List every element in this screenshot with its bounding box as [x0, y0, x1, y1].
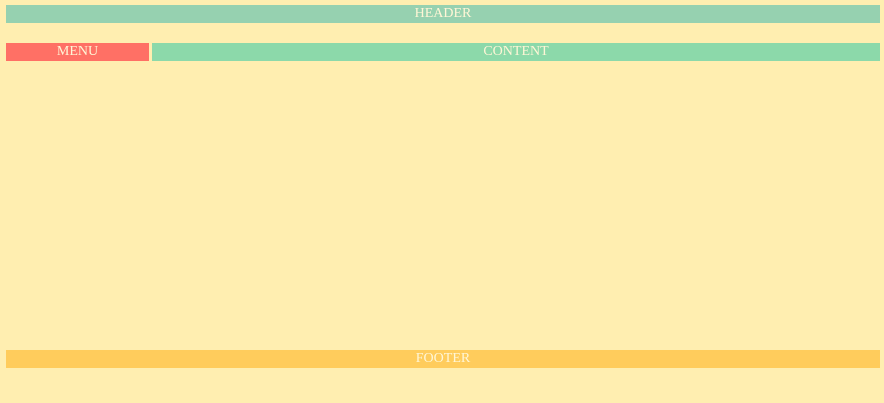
- menu-sidebar[interactable]: MENU: [6, 43, 149, 61]
- footer-label: FOOTER: [415, 351, 471, 366]
- page-header: HEADER: [6, 5, 880, 23]
- content-area: CONTENT: [152, 43, 880, 61]
- content-label: CONTENT: [483, 44, 549, 59]
- menu-label: MENU: [56, 44, 99, 59]
- page-footer: FOOTER: [6, 350, 880, 368]
- header-label: HEADER: [414, 6, 472, 21]
